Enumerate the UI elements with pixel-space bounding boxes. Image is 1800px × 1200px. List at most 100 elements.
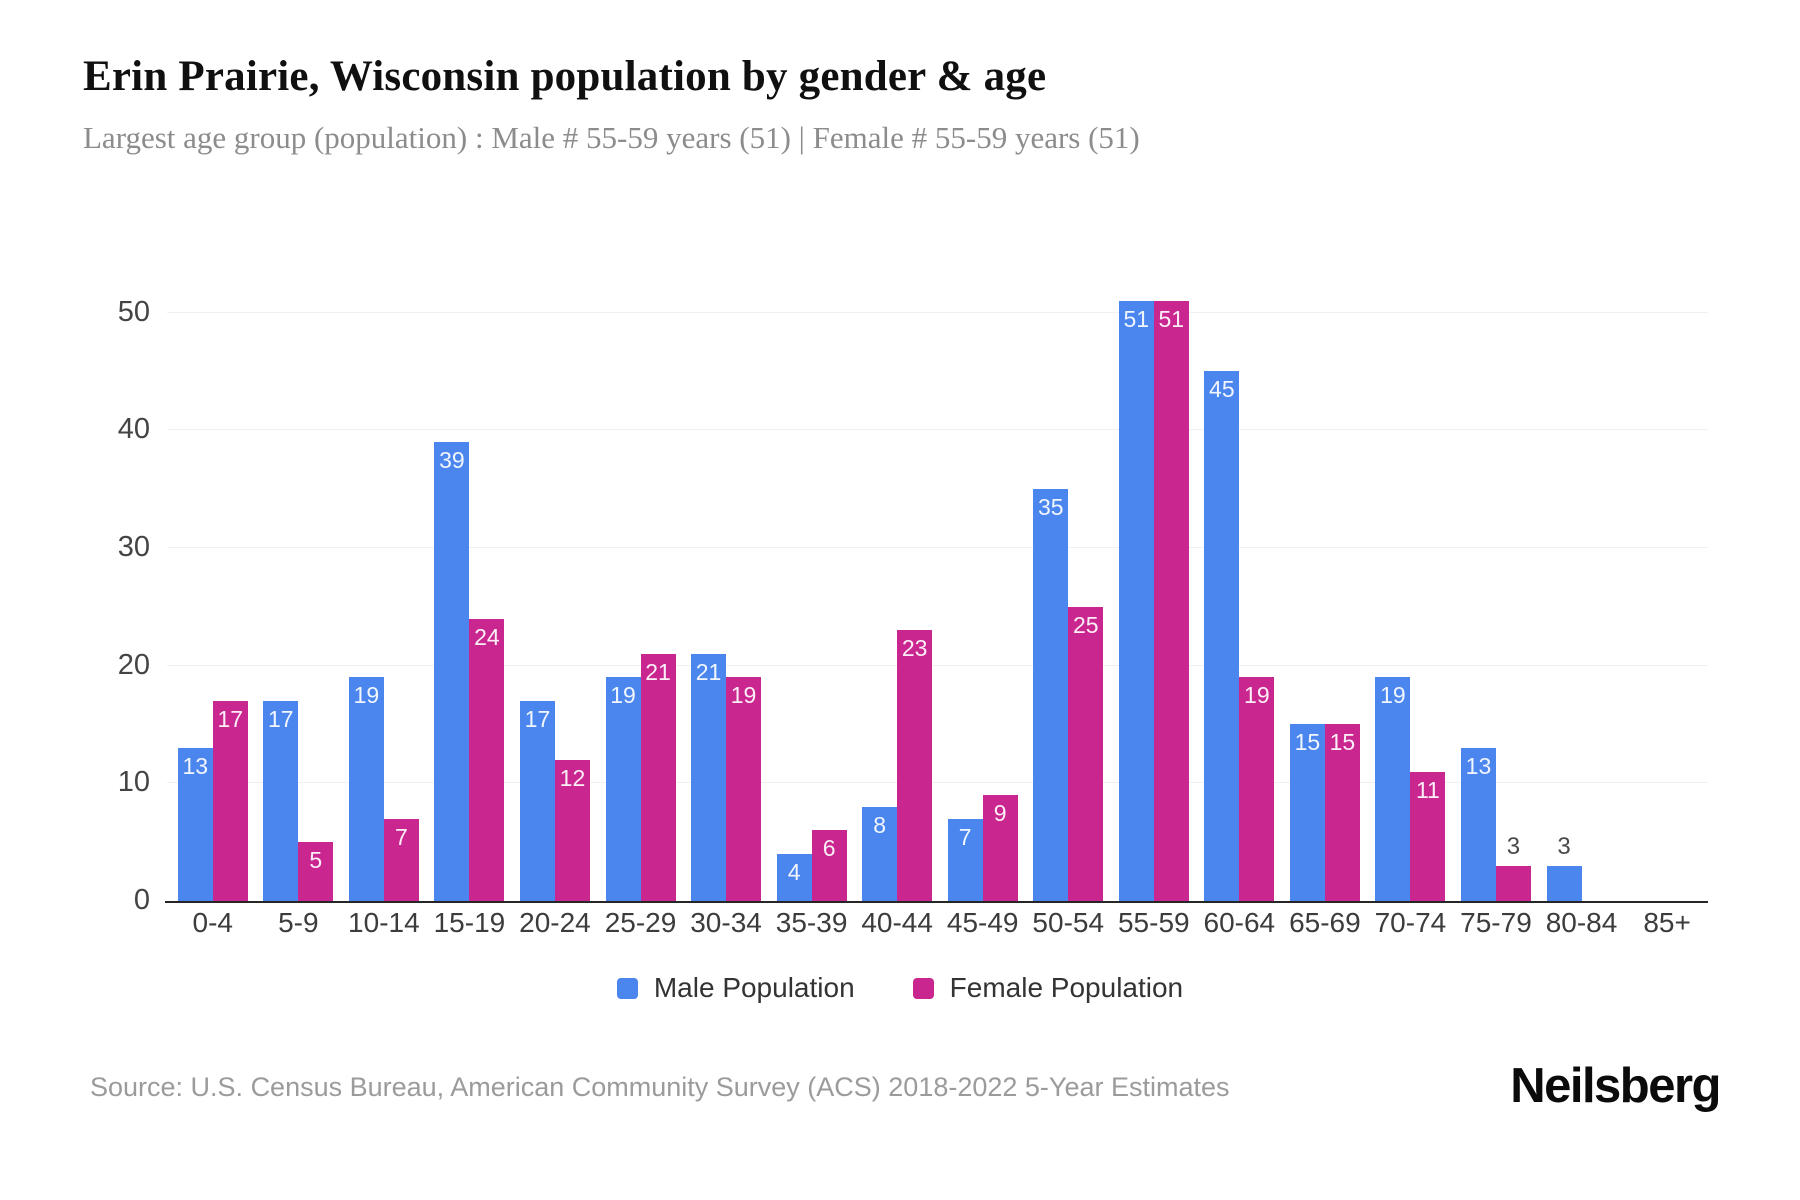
bar-group-55-59: 51 51 <box>1111 288 1197 901</box>
source-attribution: Source: U.S. Census Bureau, American Com… <box>90 1072 1230 1102</box>
page-title: Erin Prairie, Wisconsin population by ge… <box>83 53 1047 100</box>
bar-female-35-39[interactable]: 6 <box>811 830 847 901</box>
bar-group-65-69: 15 15 <box>1282 288 1368 901</box>
x-axis-label-0-4: 0-4 <box>192 907 233 938</box>
bar-group-30-34: 21 19 <box>683 288 769 901</box>
bar-male-5-9[interactable]: 17 <box>263 701 299 901</box>
bar-male-25-29[interactable]: 19 <box>605 677 641 901</box>
bar-female-30-34[interactable]: 19 <box>726 677 762 901</box>
bar-male-70-74[interactable]: 19 <box>1375 677 1411 901</box>
bar-female-55-59[interactable]: 51 <box>1153 301 1189 901</box>
gridline-y-20 <box>167 664 1708 666</box>
bar-value-label: 35 <box>1037 494 1064 520</box>
bar-male-50-54[interactable]: 35 <box>1033 489 1069 901</box>
bar-male-75-79[interactable]: 13 <box>1460 748 1496 901</box>
x-axis-label-15-19: 15-19 <box>433 907 506 938</box>
bar-female-75-79[interactable]: 3 <box>1495 833 1531 901</box>
legend-item-male[interactable]: Male Population <box>616 972 855 1004</box>
bar-value-label: 17 <box>524 706 551 732</box>
x-axis-label-65-69: 65-69 <box>1289 907 1361 938</box>
y-tick-label: 20 <box>117 648 150 681</box>
neilsberg-logo: Neilsberg <box>1510 1059 1721 1113</box>
legend-item-female[interactable]: Female Population <box>912 972 1184 1004</box>
bar-female-45-49[interactable]: 9 <box>982 795 1018 901</box>
bar-group-60-64: 45 19 <box>1197 288 1283 901</box>
x-axis-label-75-79: 75-79 <box>1460 907 1532 938</box>
bar-value-label: 23 <box>901 635 928 661</box>
bar-male-60-64[interactable]: 45 <box>1204 371 1240 901</box>
bar-group-20-24: 17 12 <box>512 288 598 901</box>
bar-value-label: 6 <box>822 835 836 861</box>
bar-male-10-14[interactable]: 19 <box>348 677 384 901</box>
bar-male-80-84[interactable]: 3 <box>1546 833 1582 901</box>
bar-group-70-74: 19 11 <box>1368 288 1454 901</box>
x-axis-label-25-29: 25-29 <box>604 907 677 938</box>
bar-male-40-44[interactable]: 8 <box>862 807 898 901</box>
bar-male-30-34[interactable]: 21 <box>691 654 727 901</box>
bar-value-label: 19 <box>1244 682 1270 708</box>
bar-female-50-54[interactable]: 25 <box>1068 607 1104 901</box>
bar-group-15-19: 39 24 <box>427 288 513 901</box>
bar-value-label: 17 <box>217 706 244 732</box>
bar-value-label: 8 <box>873 812 887 838</box>
bar-value-label: 3 <box>1506 833 1521 860</box>
bar-value-label: 15 <box>1294 729 1321 755</box>
bar-female-25-29[interactable]: 21 <box>640 654 676 901</box>
legend-item-label: Female Population <box>949 972 1184 1003</box>
x-axis-label-70-74: 70-74 <box>1374 907 1447 938</box>
male-legend-swatch <box>616 977 638 999</box>
gridline-y-30 <box>167 546 1708 548</box>
bar-value-label: 5 <box>309 847 323 873</box>
bar-female-60-64[interactable]: 19 <box>1239 677 1275 901</box>
bar-male-20-24[interactable]: 17 <box>519 701 555 901</box>
gridline-y-10 <box>167 782 1708 784</box>
bar-group-25-29: 19 21 <box>598 288 684 901</box>
page-subtitle: Largest age group (population) : Male # … <box>83 120 1140 155</box>
bar-value-label: 19 <box>610 682 636 708</box>
x-axis-labels: 0-4 5-9 10-14 15-19 20-24 25-29 30-34 35-39 40-4… <box>170 907 1710 939</box>
bar-group-40-44: 8 23 <box>854 288 940 901</box>
bar-value-label: 13 <box>1465 753 1492 779</box>
x-axis-label-45-49: 45-49 <box>946 907 1019 938</box>
bar-value-label: 21 <box>695 659 722 685</box>
bar-group-5-9: 17 5 <box>256 288 342 901</box>
bar-chart-plot-area: 0 10 20 30 40 50 13 17 17 5 19 7 39 24 17 12 19 21 21 19 4 6 8… <box>118 288 1710 916</box>
chart-legend: Male Population Female Population <box>0 972 1800 1004</box>
bar-value-label: 7 <box>958 824 972 850</box>
bar-value-label: 13 <box>182 753 209 779</box>
bar-value-label: 11 <box>1415 777 1440 803</box>
bar-male-35-39[interactable]: 4 <box>776 854 812 901</box>
bar-female-10-14[interactable]: 7 <box>383 819 419 901</box>
gridline-y-40 <box>167 429 1708 431</box>
bar-value-label: 45 <box>1209 376 1235 402</box>
bar-value-label: 25 <box>1072 612 1099 638</box>
bar-value-label: 19 <box>1380 682 1406 708</box>
bar-value-label: 39 <box>439 447 465 473</box>
bar-male-15-19[interactable]: 39 <box>434 442 470 901</box>
bar-value-label: 4 <box>787 859 801 885</box>
bar-female-65-69[interactable]: 15 <box>1324 724 1360 901</box>
bar-female-70-74[interactable]: 11 <box>1410 772 1446 901</box>
bar-male-45-49[interactable]: 7 <box>947 819 983 901</box>
x-axis-label-60-64: 60-64 <box>1203 907 1276 938</box>
y-tick-label: 10 <box>117 766 150 799</box>
y-tick-label: 30 <box>117 530 150 563</box>
bar-female-5-9[interactable]: 5 <box>298 842 334 901</box>
bar-male-55-59[interactable]: 51 <box>1118 301 1154 901</box>
bar-female-40-44[interactable]: 23 <box>897 630 933 901</box>
bar-female-20-24[interactable]: 12 <box>554 760 590 901</box>
y-tick-label: 50 <box>117 295 150 328</box>
female-legend-swatch <box>912 977 934 999</box>
bar-group-85+ <box>1624 288 1710 901</box>
bar-female-0-4[interactable]: 17 <box>212 701 248 901</box>
bar-group-50-54: 35 25 <box>1025 288 1111 901</box>
bar-female-15-19[interactable]: 24 <box>469 619 505 901</box>
bar-group-10-14: 19 7 <box>341 288 427 901</box>
bar-group-0-4: 13 17 <box>170 288 256 901</box>
bar-male-0-4[interactable]: 13 <box>177 748 213 901</box>
x-axis-label-35-39: 35-39 <box>775 907 848 938</box>
x-axis-label-55-59: 55-59 <box>1117 907 1190 938</box>
bar-male-65-69[interactable]: 15 <box>1289 724 1325 901</box>
